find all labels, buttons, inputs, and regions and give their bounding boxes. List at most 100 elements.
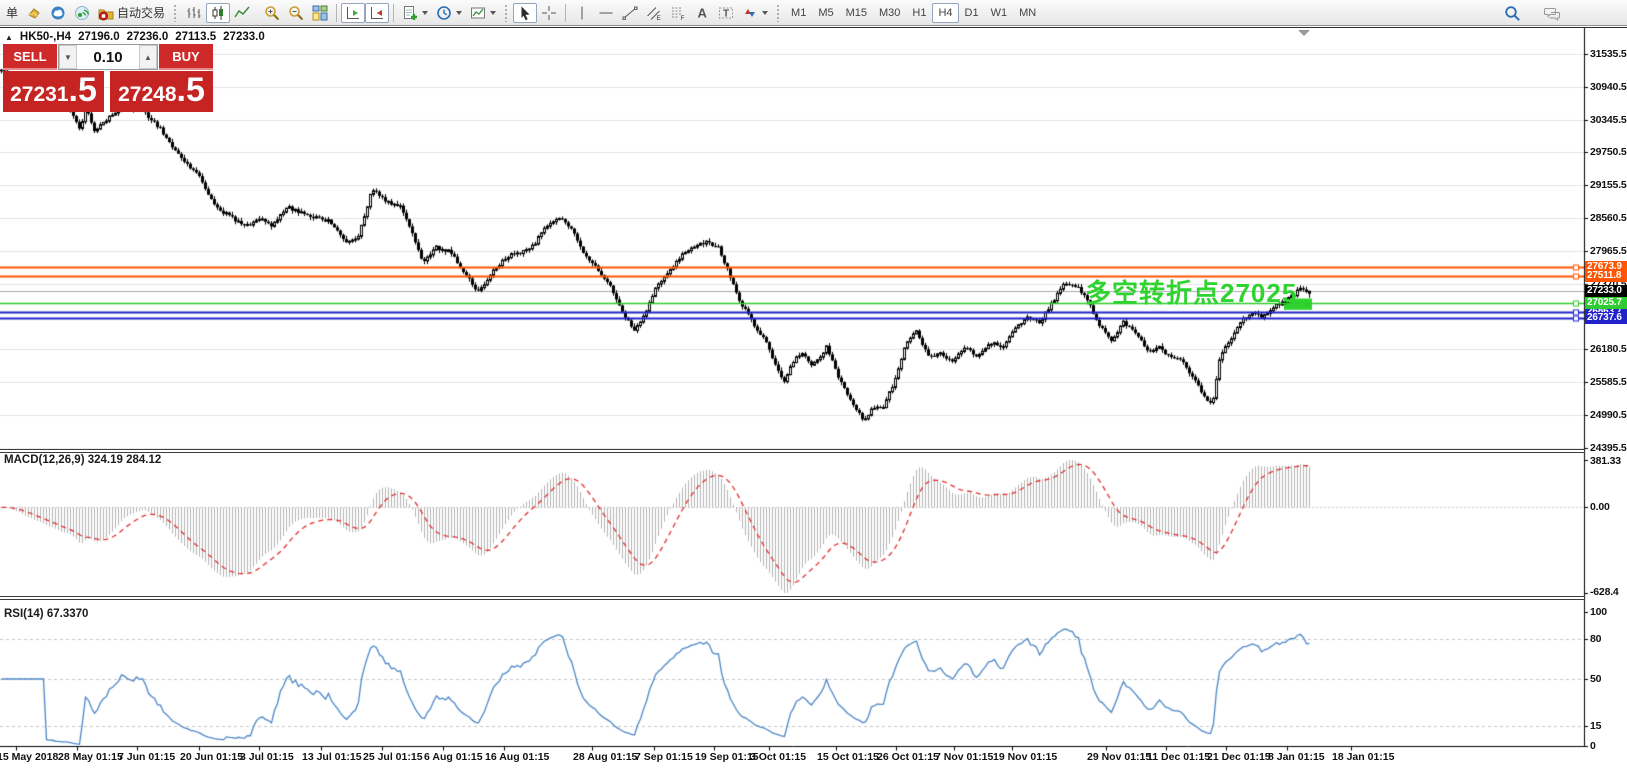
fibonacci-button[interactable]: F [666, 3, 690, 23]
zoomin-icon [264, 5, 280, 21]
text-icon: A [694, 5, 710, 21]
price-tick: 31535.5 [1590, 48, 1627, 60]
shift-icon [369, 5, 385, 21]
cursor-button[interactable] [513, 2, 538, 23]
dropdown-caret-icon[interactable] [456, 10, 463, 15]
macd-tick: 0.00 [1590, 501, 1610, 514]
channel-button[interactable]: E [642, 3, 666, 23]
sell-button[interactable]: SELL [3, 44, 57, 70]
timeframe-m30-button-label: M30 [879, 6, 901, 19]
timeframe-m15-button-label: M15 [845, 6, 867, 19]
autotrading-button-label: 自动交易 [117, 6, 166, 20]
rsi-indicator-label: RSI(14) 67.3370 [4, 608, 88, 620]
label-icon: T [718, 5, 734, 21]
date-label: 16 Aug 01:15 [485, 751, 550, 763]
line-chart-button[interactable] [230, 3, 254, 23]
low-value: 27113.5 [175, 31, 217, 43]
price-tick: 27965.5 [1590, 244, 1627, 257]
templates-button[interactable] [466, 3, 500, 23]
profile-button[interactable] [22, 3, 46, 23]
periods-button[interactable] [432, 3, 466, 23]
market-button[interactable] [46, 3, 70, 23]
volume-increase-button[interactable]: ▲ [139, 45, 157, 69]
macd-indicator-label: MACD(12,26,9) 324.19 284.12 [4, 454, 161, 466]
signal-icon [74, 5, 90, 21]
date-label: 13 Jul 01:15 [302, 751, 362, 763]
chat-icon [1543, 5, 1561, 21]
rsi-pane-splitter[interactable] [0, 596, 1584, 600]
dropdown-caret-icon[interactable] [422, 10, 429, 15]
sell-price[interactable]: 27231.5 [3, 71, 104, 112]
one-click-trading-panel: SELL ▼ ▲ BUY 27231.5 27248.5 [3, 44, 213, 112]
timeframe-h4-button[interactable]: H4 [932, 2, 959, 23]
autotrading-button[interactable]: 自动交易 [94, 3, 169, 23]
trendline-button[interactable] [618, 3, 642, 23]
timeframe-h1-button[interactable]: H1 [906, 3, 932, 23]
price-tag: 27025.7 [1585, 296, 1627, 309]
timeframe-w1-button[interactable]: W1 [985, 3, 1014, 23]
sell-price-big-digit: .5 [68, 71, 97, 109]
buy-price[interactable]: 27248.5 [110, 71, 213, 112]
timeframe-m15-button[interactable]: M15 [840, 3, 873, 23]
price-tag: 26737.6 [1585, 312, 1627, 325]
tile-windows-button[interactable] [308, 3, 332, 23]
new-order-button[interactable]: 单 [2, 3, 22, 23]
high-value: 27236.0 [126, 31, 169, 43]
panel-collapse-icon[interactable]: ▲ [5, 32, 13, 42]
date-label: 7 Sep 01:15 [635, 751, 693, 763]
candlestick-chart-button[interactable] [206, 2, 231, 23]
timeframe-m30-button[interactable]: M30 [873, 3, 906, 23]
zoom-out-button[interactable] [284, 3, 308, 23]
crosshair-button[interactable] [537, 3, 561, 23]
svg-text:F: F [681, 15, 685, 21]
timeframe-d1-button-label: D1 [964, 6, 979, 19]
cursor-icon [517, 5, 533, 21]
timeframe-m1-button-label: M1 [791, 6, 807, 19]
volume-input[interactable] [77, 45, 139, 69]
timeframe-h1-button-label: H1 [912, 6, 927, 19]
chart-shift-button[interactable] [365, 2, 390, 23]
rsi-name: RSI(14) [4, 608, 44, 620]
horizontal-line-button[interactable] [594, 3, 618, 23]
text-label-button[interactable]: T [714, 3, 738, 23]
timeframe-m5-button[interactable]: M5 [812, 3, 839, 23]
symbol-period-label: HK50-,H4 [19, 31, 72, 43]
date-label: 19 Nov 01:15 [993, 751, 1058, 763]
linechart-icon [234, 5, 250, 21]
search-button[interactable] [1500, 3, 1525, 23]
toolbar-drag-handle[interactable] [776, 3, 782, 22]
timeframe-mn-button-label: MN [1019, 6, 1037, 19]
vertical-line-button[interactable] [570, 3, 594, 23]
toolbar-drag-handle[interactable] [504, 3, 510, 22]
buy-button[interactable]: BUY [159, 44, 213, 70]
svg-text:E: E [657, 15, 662, 21]
price-tag: 27511.8 [1585, 269, 1627, 282]
indicators-button[interactable] [398, 3, 432, 23]
timeframe-mn-button[interactable]: MN [1013, 3, 1042, 23]
date-label: 3 Oct 01:15 [750, 751, 807, 763]
signals-button[interactable] [70, 3, 94, 23]
chat-button[interactable] [1539, 3, 1565, 23]
timeframe-d1-button[interactable]: D1 [959, 3, 985, 23]
clock-icon [436, 5, 452, 21]
bars-icon [186, 5, 202, 21]
chart-canvas[interactable] [0, 28, 1627, 768]
toolbar-drag-handle[interactable] [173, 3, 179, 22]
chart-shift-marker-icon[interactable] [1298, 30, 1310, 36]
buy-price-main: 27248 [118, 83, 177, 106]
zoom-in-button[interactable] [260, 3, 284, 23]
price-tick: 28560.5 [1590, 212, 1627, 224]
date-label: 28 May 01:15 [58, 751, 123, 763]
bar-chart-button[interactable] [182, 3, 206, 23]
dropdown-caret-icon[interactable] [762, 10, 769, 15]
text-button[interactable]: A [690, 3, 714, 23]
dropdown-caret-icon[interactable] [490, 10, 497, 15]
volume-decrease-button[interactable]: ▼ [59, 45, 77, 69]
svg-text:A: A [698, 5, 708, 20]
template-icon [470, 5, 486, 21]
macd-pane-splitter[interactable] [0, 449, 1584, 453]
timeframe-m1-button[interactable]: M1 [785, 3, 812, 23]
price-tick: 30940.5 [1590, 80, 1627, 93]
arrows-button[interactable] [738, 3, 772, 23]
autoscroll-button[interactable] [341, 2, 366, 23]
